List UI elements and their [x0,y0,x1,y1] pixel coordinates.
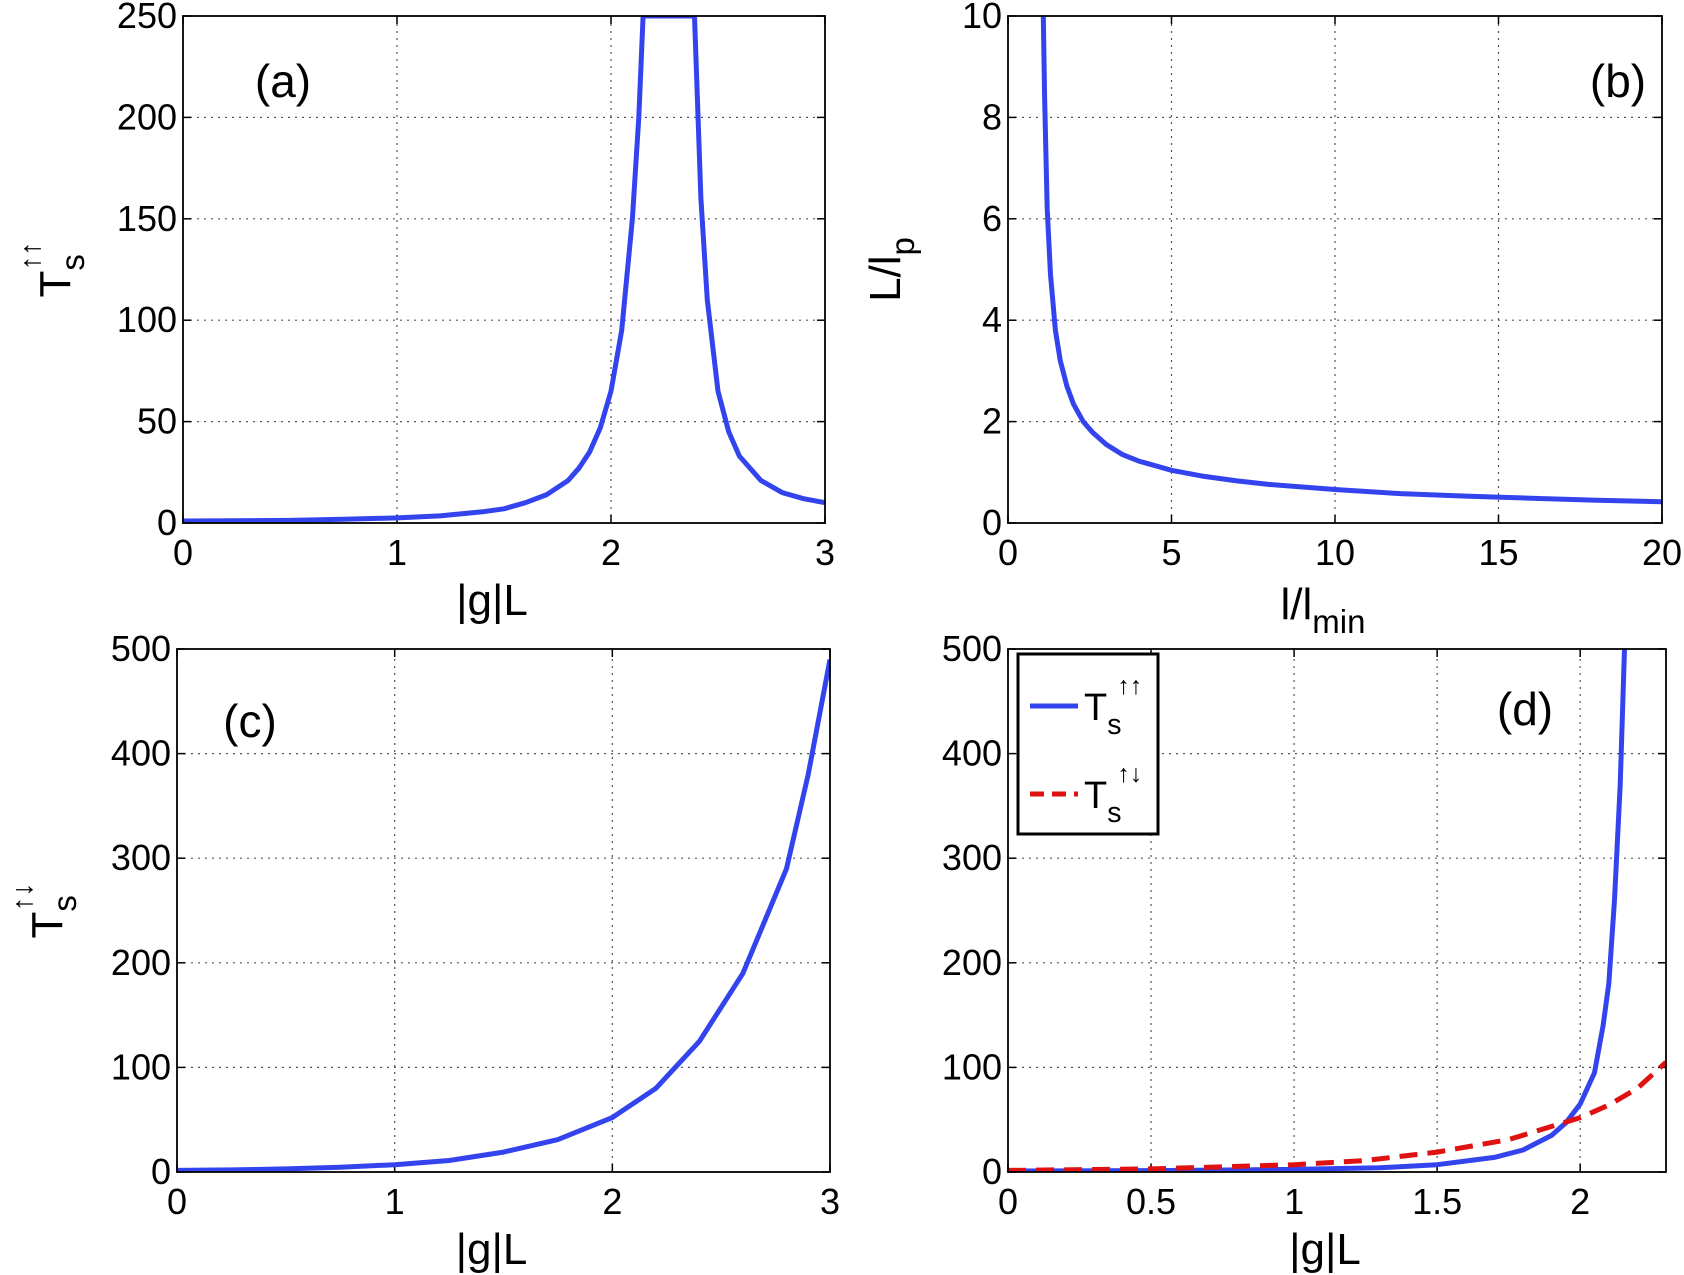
x-tick-label: 0 [167,1181,187,1222]
y-tick-label: 50 [137,401,177,442]
y-axis-label-base: T [31,271,80,298]
y-tick-label: 100 [942,1046,1002,1087]
x-tick-label: 0 [998,532,1018,573]
x-axis-label-sub: min [1312,603,1365,640]
x-tick-label: 2 [602,1181,622,1222]
panel-a: 0 1 2 3 0 50 100 150 200 250 |g|L Ts ↑↑ (a) [15,0,835,625]
x-tick-label: 10 [1315,532,1355,573]
y-tick-label: 10 [962,0,1002,36]
plot-frame [1007,15,1663,524]
x-tick-label: 15 [1478,532,1518,573]
x-tick-label: 1.5 [1412,1181,1462,1222]
legend-base: T [1084,775,1107,817]
y-tick-label: 6 [982,198,1002,239]
panel-label: (b) [1590,55,1646,107]
y-tick-label: 4 [982,299,1002,340]
y-tick-label: 0 [982,502,1002,543]
legend: Ts ↑↑ Ts ↑↓ [1016,652,1160,836]
y-tick-label: 100 [111,1046,171,1087]
legend-sub: s [1107,709,1121,741]
y-tick-label: 400 [942,733,1002,774]
panel-d: 0 0.5 1 1.5 2 0 100 200 300 400 500 |g|L (d) Ts ↑↑ Ts ↑↓ [942,628,1667,1274]
series-line-d-0 [1008,649,1627,1172]
panel-label: (a) [255,55,311,107]
x-axis-label: |g|L [456,1225,528,1274]
plot-frame [176,648,831,1173]
y-tick-label: 0 [151,1151,171,1192]
y-tick-label: 300 [111,837,171,878]
y-axis-label-base: L/l [861,255,910,301]
plot-frame [1007,648,1667,1173]
x-axis-label: |g|L [1289,1225,1361,1274]
x-tick-label: 20 [1642,532,1682,573]
x-axis-label: |g|L [456,576,528,625]
legend-box [1016,652,1160,836]
x-tick-label: 3 [820,1181,840,1222]
series-line-b-0 [1040,16,1662,505]
y-tick-label: 500 [111,628,171,669]
y-tick-label: 150 [117,198,177,239]
series-line-c-0 [177,659,830,1172]
panel-label: (d) [1497,683,1553,735]
x-tick-label: 0.5 [1126,1181,1176,1222]
y-axis-label-sub: s [54,254,91,271]
legend-base: T [1084,687,1107,729]
x-tick-label: 3 [815,532,835,573]
x-tick-label: 5 [1161,532,1181,573]
y-axis-label-base: T [23,912,72,939]
y-tick-label: 250 [117,0,177,36]
y-tick-label: 0 [157,502,177,543]
y-axis-label: L/lp [861,237,921,302]
y-tick-label: 0 [982,1151,1002,1192]
y-tick-label: 500 [942,628,1002,669]
y-tick-label: 400 [111,733,171,774]
panel-c: 0 1 2 3 0 100 200 300 400 500 |g|L Ts ↑↓ (c) [7,628,840,1274]
y-axis-label: Ts ↑↑ [15,242,91,298]
y-axis-label-sub: s [46,895,83,912]
x-tick-label: 0 [173,532,193,573]
x-axis-label-base: l/l [1281,580,1313,629]
x-tick-label: 0 [998,1181,1018,1222]
legend-sup: ↑↑ [1117,673,1142,700]
y-tick-label: 8 [982,96,1002,137]
y-axis-label-sup: ↑↑ [15,242,47,271]
y-tick-label: 2 [982,401,1002,442]
x-tick-label: 1 [385,1181,405,1222]
series-line-a-0 [183,16,825,523]
plot-frame [182,15,826,524]
y-tick-label: 200 [111,942,171,983]
x-axis-label: l/lmin [1281,580,1366,640]
legend-entry-0: Ts ↑↑ [1084,673,1142,741]
y-axis-label-sub: p [884,237,921,255]
panel-label: (c) [223,695,277,747]
legend-entry-1: Ts ↑↓ [1084,761,1142,829]
x-tick-label: 1 [387,532,407,573]
y-axis-label: Ts ↑↓ [7,883,83,939]
series-line-d-1 [1008,1060,1666,1172]
x-tick-label: 2 [601,532,621,573]
y-tick-label: 300 [942,837,1002,878]
y-tick-label: 200 [942,942,1002,983]
x-tick-label: 2 [1570,1181,1590,1222]
legend-sup: ↑↓ [1117,761,1142,788]
y-tick-label: 100 [117,299,177,340]
x-tick-label: 1 [1284,1181,1304,1222]
legend-sub: s [1107,797,1121,829]
y-axis-label-sup: ↑↓ [7,883,39,912]
y-tick-label: 200 [117,96,177,137]
